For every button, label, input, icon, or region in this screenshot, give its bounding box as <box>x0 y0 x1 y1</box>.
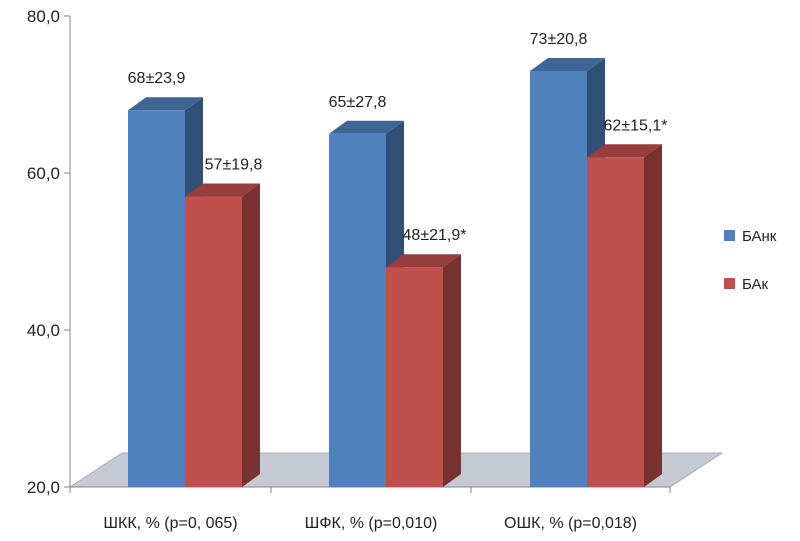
y-tick-label: 80,0 <box>27 7 60 26</box>
bar-front-face <box>386 267 443 487</box>
bar-front-face <box>587 157 644 488</box>
bars <box>128 57 662 488</box>
x-category-label: ШКК, % (p=0, 065) <box>103 515 237 532</box>
bar-front-face <box>128 110 185 487</box>
legend-swatch-1 <box>724 278 735 289</box>
bar-front-face <box>329 133 386 487</box>
bar-top-face <box>185 183 260 197</box>
data-label: 65±27,8 <box>329 94 387 111</box>
legend-label-0: БАнк <box>742 228 777 245</box>
bar-bak-2 <box>587 144 662 488</box>
bar-top-face <box>128 97 203 111</box>
legend: БАнк БАк <box>724 228 777 293</box>
bar-front-face <box>185 196 242 488</box>
legend-swatch-0 <box>724 230 735 241</box>
bar-top-face <box>530 57 605 71</box>
bar-front-face <box>530 70 587 487</box>
bar-bak-1 <box>386 254 461 487</box>
bar-top-face <box>386 254 461 268</box>
data-label: 62±15,1* <box>604 117 668 134</box>
data-label: 73±20,8 <box>530 31 588 48</box>
bar-top-face <box>587 144 662 158</box>
data-label: 48±21,9* <box>403 227 467 244</box>
y-tick-label: 40,0 <box>27 321 60 340</box>
x-category-label: ШФК, % (p=0,010) <box>305 515 438 532</box>
y-tick-label: 60,0 <box>27 164 60 183</box>
data-label: 68±23,9 <box>128 70 186 87</box>
bar-side-face <box>644 144 662 488</box>
x-category-label: ОШК, % (p=0,018) <box>504 515 637 532</box>
bar-bak-0 <box>185 183 260 488</box>
axes: 20,0 40,0 60,0 80,0 ШКК, % (p=0, 065) ШФК, % … <box>27 7 671 532</box>
legend-label-1: БАк <box>742 276 769 293</box>
data-labels: 68±23,9 57±19,8 65±27,8 48±21,9* 73±20,8 62±1… <box>128 31 668 244</box>
data-label: 57±19,8 <box>205 157 263 174</box>
bar-side-face <box>443 254 461 487</box>
bar-side-face <box>242 183 260 488</box>
y-tick-label: 20,0 <box>27 478 60 497</box>
bar-top-face <box>329 120 404 134</box>
